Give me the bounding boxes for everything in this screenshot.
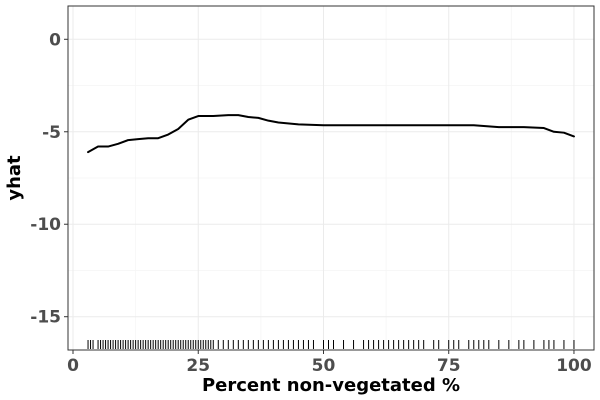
x-tick-label: 0: [67, 356, 79, 376]
y-axis-title: yhat: [4, 155, 25, 201]
y-tick-label: -15: [30, 308, 61, 328]
grid: [68, 6, 594, 350]
axes: 0 25 50 75 100 0 -5 -10 -15: [30, 30, 592, 376]
x-tick-label: 25: [186, 356, 210, 376]
series-line: [87, 114, 575, 154]
rug-plot: [87, 340, 575, 349]
panel-border: [67, 5, 595, 351]
series-layer: [87, 114, 575, 154]
x-tick-label: 100: [556, 356, 592, 376]
y-tick-label: -5: [42, 123, 61, 143]
x-axis-title: Percent non-vegetated %: [202, 375, 460, 396]
y-tick-label: 0: [49, 30, 61, 50]
y-tick-label: -10: [30, 215, 61, 235]
x-tick-label: 50: [312, 356, 336, 376]
x-tick-label: 75: [437, 356, 461, 376]
